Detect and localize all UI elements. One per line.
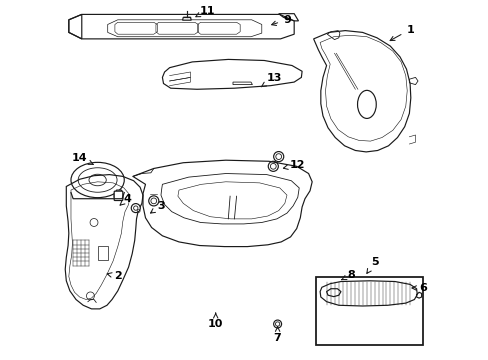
Text: 4: 4 xyxy=(120,194,131,205)
Ellipse shape xyxy=(273,152,283,162)
Text: 12: 12 xyxy=(283,160,305,170)
Polygon shape xyxy=(182,17,191,20)
Ellipse shape xyxy=(273,320,281,328)
Text: 13: 13 xyxy=(261,73,281,87)
Text: 3: 3 xyxy=(150,201,164,213)
Text: 1: 1 xyxy=(389,24,413,41)
FancyBboxPatch shape xyxy=(114,191,122,201)
Text: 14: 14 xyxy=(72,153,93,165)
Text: 8: 8 xyxy=(341,270,354,280)
Text: 6: 6 xyxy=(411,283,426,293)
Ellipse shape xyxy=(268,161,278,171)
Text: 7: 7 xyxy=(273,327,281,343)
Polygon shape xyxy=(114,190,122,200)
Text: 11: 11 xyxy=(195,6,214,17)
Text: 9: 9 xyxy=(271,15,290,26)
Ellipse shape xyxy=(131,203,140,212)
Text: 5: 5 xyxy=(366,257,378,273)
Ellipse shape xyxy=(148,196,159,206)
Text: 2: 2 xyxy=(107,271,122,282)
Bar xyxy=(316,277,422,345)
Text: 10: 10 xyxy=(207,313,223,329)
